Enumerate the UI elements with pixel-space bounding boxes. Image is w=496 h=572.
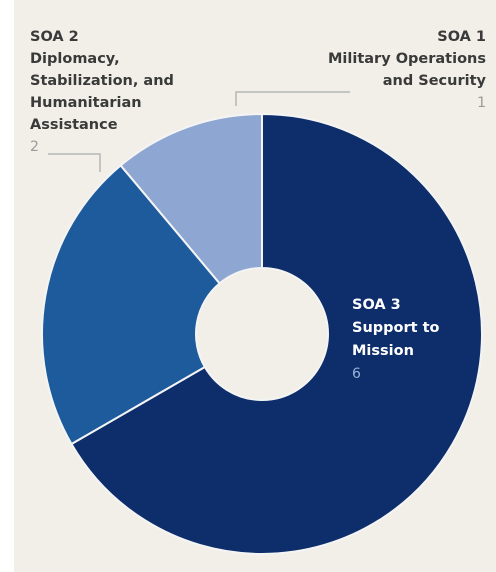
soa-2-label-line: SOA 2 bbox=[30, 29, 79, 45]
soa-1-value: 1 bbox=[477, 95, 486, 111]
soa-1-label-line: SOA 1 bbox=[437, 29, 486, 45]
leader-line-soa-2 bbox=[48, 153, 101, 172]
soa-3-label-line: Support to bbox=[352, 320, 440, 336]
slice-soa-1 bbox=[119, 112, 263, 285]
soa-1-label-line: Military Operations bbox=[328, 51, 486, 67]
soa-2-label-line: Diplomacy, bbox=[30, 51, 120, 67]
leader-line-soa-1 bbox=[235, 91, 350, 106]
soa-2-label-line: Stabilization, and bbox=[30, 73, 174, 89]
soa-2-label-line: Assistance bbox=[30, 117, 118, 133]
soa-3-value: 6 bbox=[352, 366, 361, 382]
soa-3-label-line: Mission bbox=[352, 343, 414, 359]
soa-3-label-line: SOA 3 bbox=[352, 297, 401, 313]
slice-soa-3 bbox=[70, 112, 483, 555]
soa-1-label-line: and Security bbox=[383, 73, 487, 89]
soa-2-label-line: Humanitarian bbox=[30, 95, 142, 111]
slice-soa-2 bbox=[41, 164, 221, 446]
soa-2-value: 2 bbox=[30, 139, 39, 155]
